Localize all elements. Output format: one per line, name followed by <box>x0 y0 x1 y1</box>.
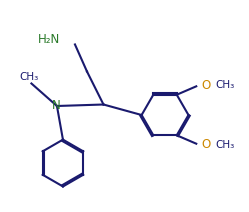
Text: CH₃: CH₃ <box>215 80 234 90</box>
Text: N: N <box>52 99 61 112</box>
Text: H₂N: H₂N <box>38 33 60 46</box>
Text: O: O <box>202 138 211 151</box>
Text: CH₃: CH₃ <box>215 140 234 150</box>
Text: O: O <box>202 79 211 92</box>
Text: CH₃: CH₃ <box>19 73 39 82</box>
